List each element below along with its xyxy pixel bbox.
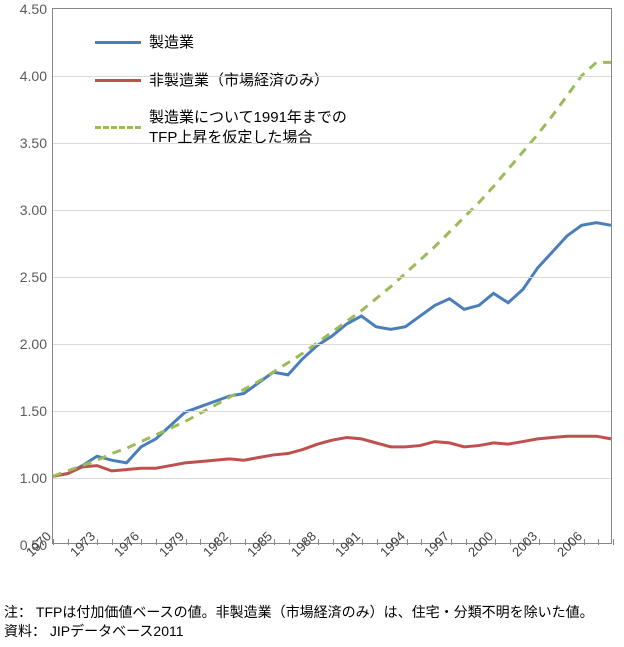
x-tick	[112, 539, 113, 545]
y-tick-label: 2.50	[20, 269, 53, 285]
footer-source: 資料： JIPデータベース2011	[4, 622, 620, 641]
source-label: 資料：	[4, 623, 46, 639]
legend-item: 非製造業（市場経済のみ）	[95, 71, 347, 91]
legend-swatch	[95, 41, 141, 44]
y-tick-label: 4.00	[20, 68, 53, 84]
x-tick	[466, 539, 467, 545]
x-tick	[613, 539, 614, 545]
series-非製造業（市場経済のみ）	[53, 436, 611, 476]
note-text: TFPは付加価値ベースの値。非製造業（市場経済のみ）は、住宅・分類不明を除いた値…	[36, 604, 594, 620]
x-tick	[598, 539, 599, 545]
legend: 製造業非製造業（市場経済のみ） 製造業について1991年までの TFP上昇を仮定し…	[95, 33, 347, 165]
y-gridline	[53, 210, 611, 211]
x-tick	[377, 539, 378, 545]
x-tick	[421, 539, 422, 545]
y-tick-label: 3.50	[20, 135, 53, 151]
legend-swatch	[95, 126, 141, 129]
footer-note: 注： TFPは付加価値ベースの値。非製造業（市場経済のみ）は、住宅・分類不明を除…	[4, 603, 620, 622]
y-tick-label: 4.50	[20, 1, 53, 17]
y-gridline	[53, 344, 611, 345]
plot-area: 製造業非製造業（市場経済のみ） 製造業について1991年までの TFP上昇を仮定し…	[52, 8, 612, 544]
y-gridline	[53, 277, 611, 278]
note-label: 注：	[4, 604, 32, 620]
y-gridline	[53, 143, 611, 144]
x-tick	[245, 539, 246, 545]
x-tick	[97, 539, 98, 545]
y-gridline	[53, 478, 611, 479]
legend-label: 製造業について1991年までの TFP上昇を仮定した場合	[149, 108, 347, 147]
x-tick	[333, 539, 334, 545]
legend-item: 製造業	[95, 33, 347, 53]
y-tick-label: 3.00	[20, 202, 53, 218]
x-tick	[510, 539, 511, 545]
legend-swatch	[95, 79, 141, 82]
y-tick-label: 2.00	[20, 336, 53, 352]
y-tick-label: 1.00	[20, 470, 53, 486]
x-tick	[141, 539, 142, 545]
y-gridline	[53, 411, 611, 412]
y-tick-label: 1.50	[20, 403, 53, 419]
x-tick	[156, 539, 157, 545]
chart-footer: 注： TFPは付加価値ベースの値。非製造業（市場経済のみ）は、住宅・分類不明を除…	[4, 603, 620, 641]
x-tick	[362, 539, 363, 545]
x-tick	[289, 539, 290, 545]
y-gridline	[53, 76, 611, 77]
series-製造業	[53, 223, 611, 477]
x-tick	[200, 539, 201, 545]
x-tick	[318, 539, 319, 545]
legend-label: 非製造業（市場経済のみ）	[149, 71, 329, 91]
x-tick	[554, 539, 555, 545]
x-tick	[68, 539, 69, 545]
legend-label: 製造業	[149, 33, 194, 53]
legend-item: 製造業について1991年までの TFP上昇を仮定した場合	[95, 108, 347, 147]
x-tick	[539, 539, 540, 545]
source-text: JIPデータベース2011	[50, 623, 184, 639]
chart-container: 製造業非製造業（市場経済のみ） 製造業について1991年までの TFP上昇を仮定し…	[0, 0, 624, 647]
